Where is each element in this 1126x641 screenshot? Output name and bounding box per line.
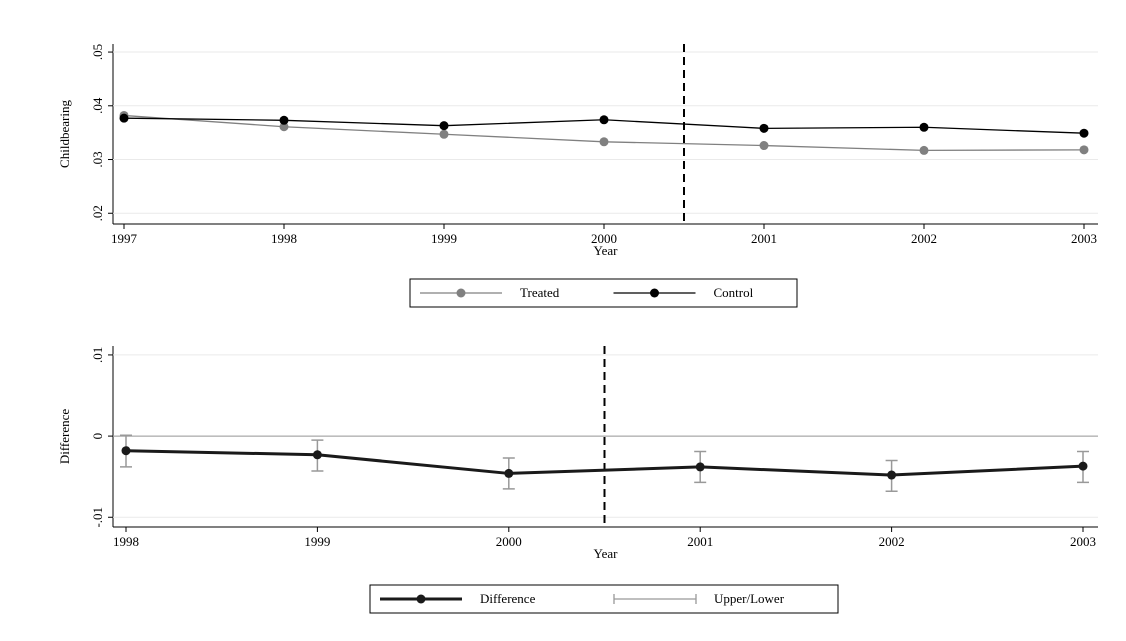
point [695,462,705,472]
y-tick-label: .01 [90,347,105,363]
y-axis-label: Childbearing [57,100,72,168]
point [439,129,449,139]
point [1079,145,1089,155]
y-axis-label: Difference [57,409,72,465]
point [279,115,289,125]
point [759,123,769,133]
x-axis-label: Year [594,243,619,258]
legend-label: Treated [520,285,560,300]
x-tick-label: 2003 [1071,231,1097,246]
point [887,470,897,480]
x-tick-label: 2002 [911,231,937,246]
point [1079,128,1089,138]
point [759,141,769,151]
legend-label: Difference [480,591,536,606]
legend-label: Control [714,285,754,300]
x-tick-label: 2000 [591,231,617,246]
y-tick-label: -.01 [90,507,105,528]
legend-swatch [416,594,426,604]
x-tick-label: 2003 [1070,534,1096,549]
point [919,122,929,132]
x-tick-label: 2000 [496,534,522,549]
series-line [125,449,1084,477]
y-tick-label: 0 [90,433,105,440]
x-tick-label: 2002 [879,534,905,549]
point [279,122,289,132]
point [599,137,609,147]
legend-swatch [650,288,659,298]
x-tick-label: 1999 [431,231,457,246]
point [919,145,929,155]
x-tick-label: 1998 [113,534,139,549]
legend-swatch [613,594,697,604]
x-tick-label: 1997 [111,231,138,246]
point [119,113,129,123]
point [312,450,322,460]
point [1078,461,1088,471]
x-axis-label: Year [594,546,619,561]
x-tick-label: 2001 [751,231,777,246]
legend-label: Upper/Lower [714,591,785,606]
point [599,115,609,125]
point [121,446,131,456]
y-tick-label: .05 [90,44,105,60]
x-tick-label: 1999 [304,534,330,549]
x-tick-label: 2001 [687,534,713,549]
y-tick-label: .03 [90,151,105,167]
legend-swatch [456,288,466,298]
y-tick-label: .02 [90,205,105,221]
point [439,121,449,131]
point [504,468,514,478]
y-tick-label: .04 [90,97,105,114]
x-tick-label: 1998 [271,231,297,246]
